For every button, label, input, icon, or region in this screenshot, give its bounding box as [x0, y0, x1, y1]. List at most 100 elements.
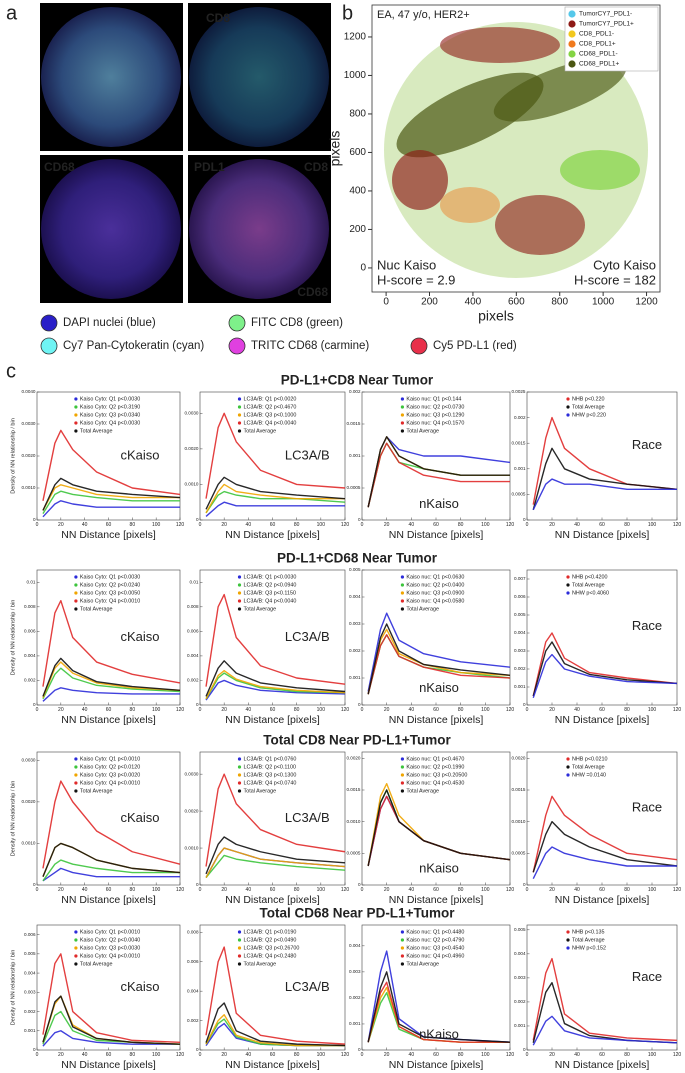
row-title: PD-L1+CD8 Near Tumor — [281, 373, 434, 388]
x-axis-label: NN Distance [pixels] — [555, 894, 650, 906]
series-line — [42, 490, 180, 514]
legend-swatch — [228, 314, 246, 332]
y-tick-label: 0.0010 — [346, 819, 360, 824]
y-tick-label: 0.003 — [514, 648, 526, 653]
series-line — [42, 657, 181, 697]
legend-marker — [74, 591, 78, 595]
legend-label: Total Average — [80, 788, 113, 794]
chart-label: Race — [632, 969, 662, 984]
x-tick-label: 40 — [246, 1052, 252, 1058]
y-tick-label: 0.001 — [24, 1028, 36, 1033]
legend-label: CD68_PDL1+ — [579, 61, 619, 68]
legend-label: Total Average — [406, 428, 439, 434]
y-tick-label: 0 — [523, 517, 526, 522]
series-line — [367, 623, 511, 695]
y-tick-label: 0.002 — [187, 1018, 199, 1023]
legend-label: LC3A/B: Q4 p<0.0040 — [244, 420, 297, 426]
legend-label: Kaiso Cyto: Q3 p<0.0340 — [80, 412, 140, 418]
legend-label: NHW =0.0140 — [572, 772, 606, 778]
legend-marker — [237, 607, 242, 611]
x-tick-label: 120 — [506, 522, 515, 528]
tissue-core — [41, 159, 181, 299]
legend-label: Kaiso nuc: Q4 p<0.4960 — [406, 953, 464, 959]
legend-label: TumorCY7_PDL1- — [579, 11, 632, 18]
x-tick-label: 20 — [384, 707, 390, 713]
x-tick-label: 40 — [82, 707, 88, 713]
chart-label: Race — [632, 618, 662, 633]
chart-label: nKaiso — [419, 496, 459, 511]
legend-marker — [237, 599, 242, 603]
legend-marker — [74, 946, 78, 950]
plot-frame — [526, 924, 678, 1051]
legend-marker — [566, 773, 570, 777]
x-tick-label: 80 — [624, 707, 630, 713]
x-tick-label: 120 — [341, 1052, 350, 1058]
chart-label: cKaiso — [120, 447, 159, 462]
series-line — [205, 836, 346, 875]
x-tick-label: 60 — [106, 1052, 112, 1058]
series-line — [205, 679, 346, 701]
x-axis-label: NN Distance [pixels] — [225, 714, 320, 726]
series-line — [205, 483, 345, 514]
x-tick-label: 0 — [526, 887, 529, 893]
series-line — [42, 484, 180, 511]
x-tick-label: 60 — [270, 522, 276, 528]
y-tick-label: 0.001 — [349, 675, 361, 680]
series-line — [42, 867, 180, 882]
x-tick-label: 60 — [270, 887, 276, 893]
legend-label: DAPI nuclei (blue) — [63, 317, 156, 329]
y-tick-label: 0 — [33, 1047, 36, 1052]
legend-marker — [566, 405, 570, 409]
y-tick-label: 1200 — [344, 32, 367, 43]
legend-marker — [74, 938, 78, 942]
row-title: Total CD68 Near PD-L1+Tumor — [260, 906, 456, 921]
chart-label: LC3A/B — [285, 629, 330, 644]
legend-marker — [566, 583, 570, 587]
x-tick-label: 20 — [384, 1052, 390, 1058]
x-tick-label: 20 — [221, 707, 227, 713]
legend-label: LC3A/B: Q3 p<0.1300 — [244, 772, 297, 778]
panel-label: a — [6, 2, 18, 24]
legend-marker — [237, 421, 242, 425]
y-tick-label: 0.0020 — [511, 756, 525, 761]
x-tick-label: 60 — [433, 887, 439, 893]
legend-swatch — [568, 30, 576, 38]
x-tick-label: 20 — [58, 707, 64, 713]
x-tick-label: 20 — [221, 522, 227, 528]
legend-marker — [74, 773, 78, 777]
y-tick-label: 0.006 — [514, 594, 526, 599]
x-tick-label: 120 — [341, 522, 350, 528]
cell-cluster — [440, 27, 560, 63]
x-tick-label: 40 — [82, 1052, 88, 1058]
legend-marker — [237, 781, 242, 785]
x-tick-label: 80 — [130, 887, 136, 893]
legend-label: LC3A/B: Q3 p<0.1000 — [244, 412, 297, 418]
legend-label: Kaiso Cyto: Q4 p<0.0010 — [80, 598, 140, 604]
x-tick-label: 100 — [317, 1052, 326, 1058]
legend-marker — [237, 789, 242, 793]
legend-marker — [566, 757, 570, 761]
x-axis-label: NN Distance [pixels] — [61, 1059, 156, 1071]
y-tick-label: 0.0005 — [346, 485, 360, 490]
y-tick-label: 0 — [360, 263, 366, 274]
y-tick-label: 200 — [349, 224, 366, 235]
image-label: CD8 — [206, 11, 230, 25]
x-tick-label: 60 — [106, 887, 112, 893]
chart-label: nKaiso — [419, 680, 459, 695]
y-tick-label: 0.005 — [349, 567, 361, 572]
y-tick-label: 0.0015 — [511, 440, 525, 445]
y-tick-label: 0.004 — [349, 943, 361, 948]
legend-label: Kaiso nuc: Q3 p<0.1290 — [406, 412, 464, 418]
legend-label: Total Average — [80, 606, 113, 612]
y-tick-label: 0.003 — [349, 621, 361, 626]
y-tick-label: 0 — [358, 517, 361, 522]
series-line — [42, 599, 181, 687]
legend-label: TRITC CD68 (carmine) — [251, 340, 369, 352]
annotation: EA, 47 y/o, HER2+ — [377, 9, 470, 21]
x-tick-label: 100 — [152, 1052, 161, 1058]
series-line — [42, 859, 180, 882]
x-tick-label: 100 — [317, 887, 326, 893]
legend-label: Total Average — [572, 937, 605, 943]
series-line — [42, 661, 181, 698]
x-tick-label: 120 — [506, 887, 515, 893]
